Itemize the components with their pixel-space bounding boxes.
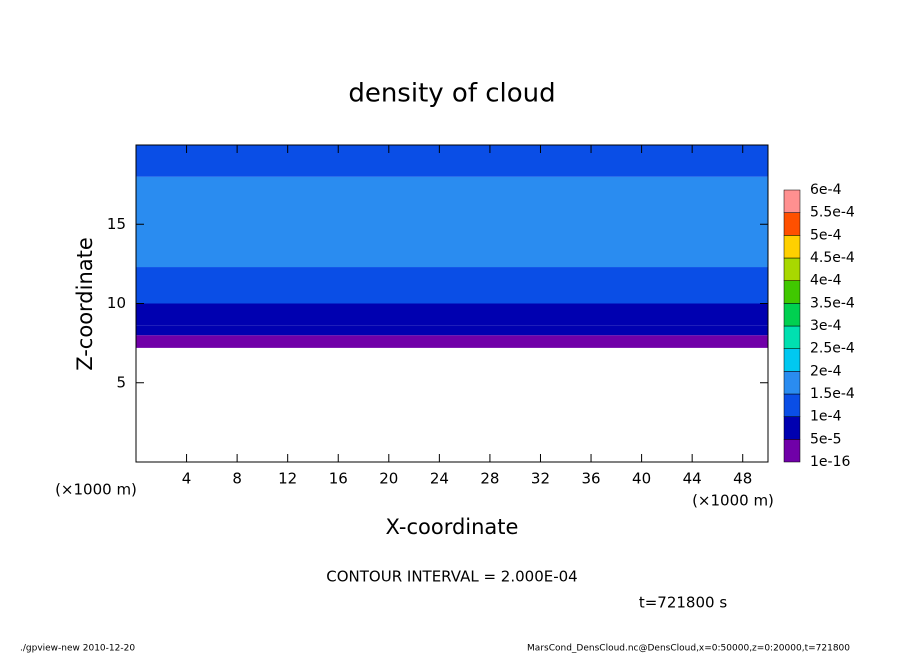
colorbar-label: 4e-4	[810, 273, 842, 289]
colorbar-label: 3.5e-4	[810, 295, 855, 311]
x-tick-label: 16	[329, 470, 348, 488]
colorbar-label: 6e-4	[810, 182, 842, 198]
y-tick-label: 5	[116, 373, 126, 391]
y-axis-label: Z-coordinate	[73, 237, 97, 371]
colorbar-box	[783, 235, 801, 259]
colorbar-label: 2.5e-4	[810, 341, 855, 357]
colorbar-label: 1e-16	[810, 454, 850, 470]
colorbar-label: 5e-4	[810, 227, 842, 243]
colorbar-label: 1e-4	[810, 409, 842, 425]
colorbar-box	[783, 416, 801, 440]
footer-right: MarsCond_DensCloud.nc@DensCloud,x=0:5000…	[527, 644, 850, 654]
colorbar-box	[783, 257, 801, 281]
contour-band	[136, 335, 768, 348]
colorbar-label: 1.5e-4	[810, 386, 855, 402]
x-axis-label: X-coordinate	[386, 515, 519, 539]
colorbar-label: 2e-4	[810, 363, 842, 379]
time-label: t=721800 s	[639, 594, 727, 612]
colorbar-box	[783, 348, 801, 372]
colorbar-box	[783, 393, 801, 417]
x-tick-label: 8	[232, 470, 242, 488]
y-tick-label: 10	[107, 294, 126, 312]
x-tick-label: 28	[480, 470, 499, 488]
contour-band	[136, 145, 768, 177]
x-tick-label: 36	[581, 470, 600, 488]
x-tick-label: 4	[182, 470, 192, 488]
colorbar-box	[783, 212, 801, 236]
colorbar-label: 5.5e-4	[810, 205, 855, 221]
colorbar-label: 4.5e-4	[810, 250, 855, 266]
chart-title: density of cloud	[348, 79, 555, 109]
x-tick-label: 32	[531, 470, 550, 488]
footer-left: ./gpview-new 2010-12-20	[20, 644, 135, 654]
contour-band	[136, 303, 768, 326]
x-tick-label: 12	[278, 470, 297, 488]
contour-note: CONTOUR INTERVAL = 2.000E-04	[326, 568, 577, 586]
x-tick-label: 48	[733, 470, 752, 488]
colorbar-box	[783, 371, 801, 395]
colorbar-label: 3e-4	[810, 318, 842, 334]
colorbar-box	[783, 303, 801, 327]
y-tick-label: 15	[107, 215, 126, 233]
x-tick-label: 24	[430, 470, 449, 488]
contour-band	[136, 267, 768, 304]
colorbar-box	[783, 280, 801, 304]
contour-band	[136, 325, 768, 336]
colorbar-box	[783, 439, 801, 463]
colorbar-box	[783, 189, 801, 213]
y-unit: (×1000 m)	[55, 481, 137, 499]
x-tick-label: 20	[379, 470, 398, 488]
x-unit: (×1000 m)	[692, 492, 774, 510]
x-tick-label: 40	[632, 470, 651, 488]
colorbar-label: 5e-5	[810, 431, 841, 447]
colorbar-box	[783, 325, 801, 349]
x-tick-label: 44	[683, 470, 702, 488]
contour-band	[136, 176, 768, 268]
